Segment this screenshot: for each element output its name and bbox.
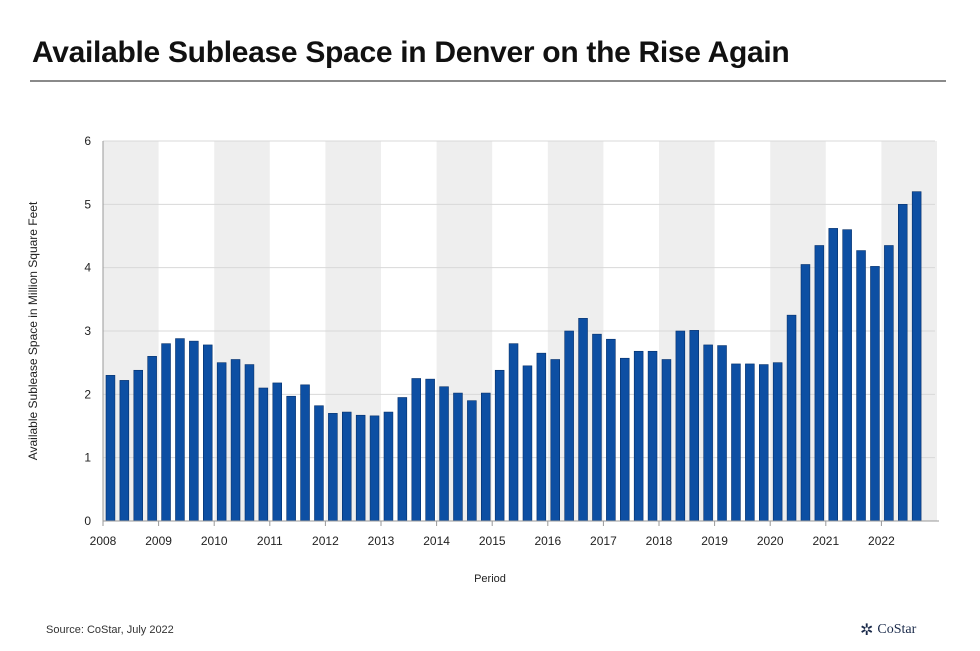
bar [870, 266, 880, 522]
y-tick-label: 1 [84, 451, 91, 465]
costar-star-icon: ✲ [860, 622, 874, 639]
bar [314, 405, 324, 522]
bar [689, 330, 699, 522]
x-tick-label: 2014 [423, 534, 450, 548]
bar [272, 382, 282, 522]
x-tick-label: 2010 [201, 534, 228, 548]
bar [884, 245, 894, 522]
bar [439, 386, 449, 522]
bar [203, 344, 213, 522]
bar [592, 333, 602, 522]
y-axis-label: Available Sublease Space in Million Squa… [26, 201, 40, 460]
bar [731, 363, 741, 522]
bar [703, 344, 713, 522]
title-divider [30, 80, 946, 82]
x-tick-label: 2016 [534, 534, 561, 548]
bar [842, 229, 852, 522]
x-tick-label: 2013 [368, 534, 395, 548]
bar [397, 397, 408, 522]
x-tick-label: 2009 [145, 534, 172, 548]
x-axis-label: Period [474, 573, 506, 585]
bar [745, 363, 755, 522]
x-tick-label: 2011 [257, 534, 283, 548]
x-tick-label: 2012 [312, 534, 339, 548]
bar [494, 369, 505, 522]
y-tick-label: 0 [84, 514, 91, 528]
x-tick-label: 2015 [479, 534, 506, 548]
bar [675, 330, 686, 522]
bar [633, 350, 644, 522]
bar [480, 392, 491, 522]
bar [856, 250, 866, 522]
bar [147, 356, 157, 522]
bar [286, 395, 296, 522]
x-tick-label: 2008 [90, 534, 117, 548]
bar [300, 384, 310, 522]
bar [369, 415, 380, 522]
bar [133, 369, 144, 522]
y-tick-label: 3 [84, 324, 91, 338]
bar [119, 380, 130, 522]
bar [786, 314, 797, 522]
logo-text: CoStar [877, 622, 917, 637]
bar [341, 411, 352, 522]
x-tick-label: 2022 [868, 534, 895, 548]
bar [758, 364, 769, 522]
bar [550, 359, 560, 522]
bar [717, 345, 727, 522]
costar-logo: ✲ CoStar [860, 620, 916, 640]
bar [216, 362, 227, 522]
bar [411, 378, 421, 522]
y-tick-label: 4 [84, 261, 91, 275]
bar [536, 352, 547, 522]
bar [105, 375, 116, 522]
y-tick-label: 2 [84, 387, 91, 401]
bar [328, 413, 338, 522]
bar [258, 387, 269, 522]
bar [911, 191, 922, 522]
bar [244, 364, 255, 522]
bar [619, 357, 630, 522]
bar [189, 340, 199, 522]
bar [230, 359, 241, 522]
bar [661, 359, 672, 522]
bar [606, 338, 616, 522]
bar [467, 400, 477, 522]
source-note: Source: CoStar, July 2022 [46, 624, 174, 636]
bar [647, 350, 658, 522]
x-tick-label: 2017 [590, 534, 617, 548]
bar [383, 411, 394, 522]
bar [508, 343, 519, 522]
chart-title: Available Sublease Space in Denver on th… [32, 36, 790, 69]
bar [522, 365, 533, 522]
y-tick-label: 6 [84, 134, 91, 148]
bar [355, 414, 366, 522]
bar [800, 264, 811, 522]
x-tick-label: 2019 [701, 534, 728, 548]
x-tick-label: 2021 [812, 534, 839, 548]
bar [161, 343, 171, 522]
bar [772, 362, 783, 522]
bar [175, 338, 185, 522]
x-tick-label: 2020 [757, 534, 784, 548]
bar [578, 318, 588, 522]
bar [828, 228, 838, 522]
y-tick-label: 5 [84, 197, 91, 211]
bar [897, 204, 908, 522]
bar [564, 330, 574, 522]
bar [453, 392, 463, 522]
bar [425, 378, 435, 522]
bar [814, 245, 825, 522]
x-tick-label: 2018 [646, 534, 673, 548]
